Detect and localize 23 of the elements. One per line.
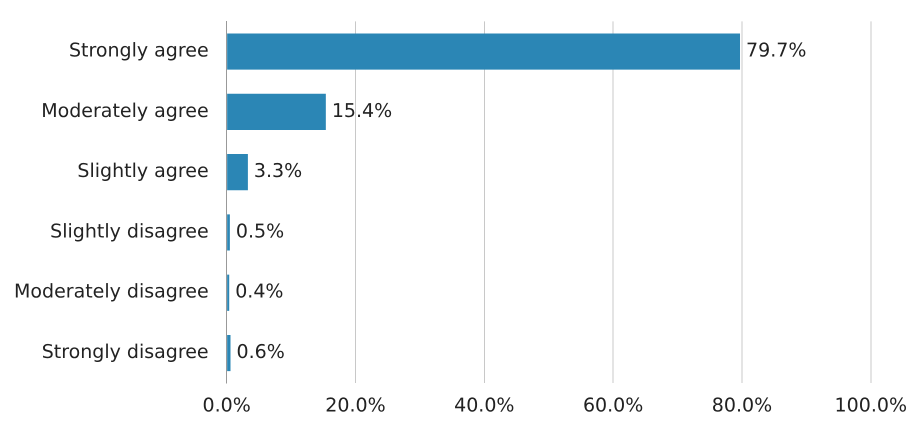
bar (227, 94, 326, 130)
x-tick-label: 80.0% (712, 394, 772, 417)
data-label: 79.7% (746, 39, 806, 62)
y-tick-label: Strongly disagree (42, 340, 209, 363)
bar (227, 33, 740, 70)
bar (227, 214, 230, 251)
y-tick-label: Slightly disagree (50, 220, 209, 242)
data-label: 0.5% (236, 220, 284, 242)
y-tick-label: Moderately agree (41, 100, 209, 122)
data-label: 15.4% (332, 100, 392, 122)
y-tick-label: Strongly agree (68, 39, 209, 62)
x-tick-label: 20.0% (325, 394, 386, 417)
data-label: 0.4% (235, 280, 284, 303)
bar (227, 154, 248, 190)
x-tick-label: 40.0% (454, 394, 514, 417)
y-tick-label: Slightly agree (77, 160, 209, 182)
x-tick-label: 0.0% (202, 394, 251, 417)
y-tick-label: Moderately disagree (14, 280, 209, 303)
x-tick-label: 60.0% (582, 394, 644, 417)
bar (227, 334, 231, 372)
data-label: 3.3% (254, 160, 302, 182)
data-label: 0.6% (236, 340, 285, 363)
x-tick-label: 100.0% (834, 394, 908, 417)
